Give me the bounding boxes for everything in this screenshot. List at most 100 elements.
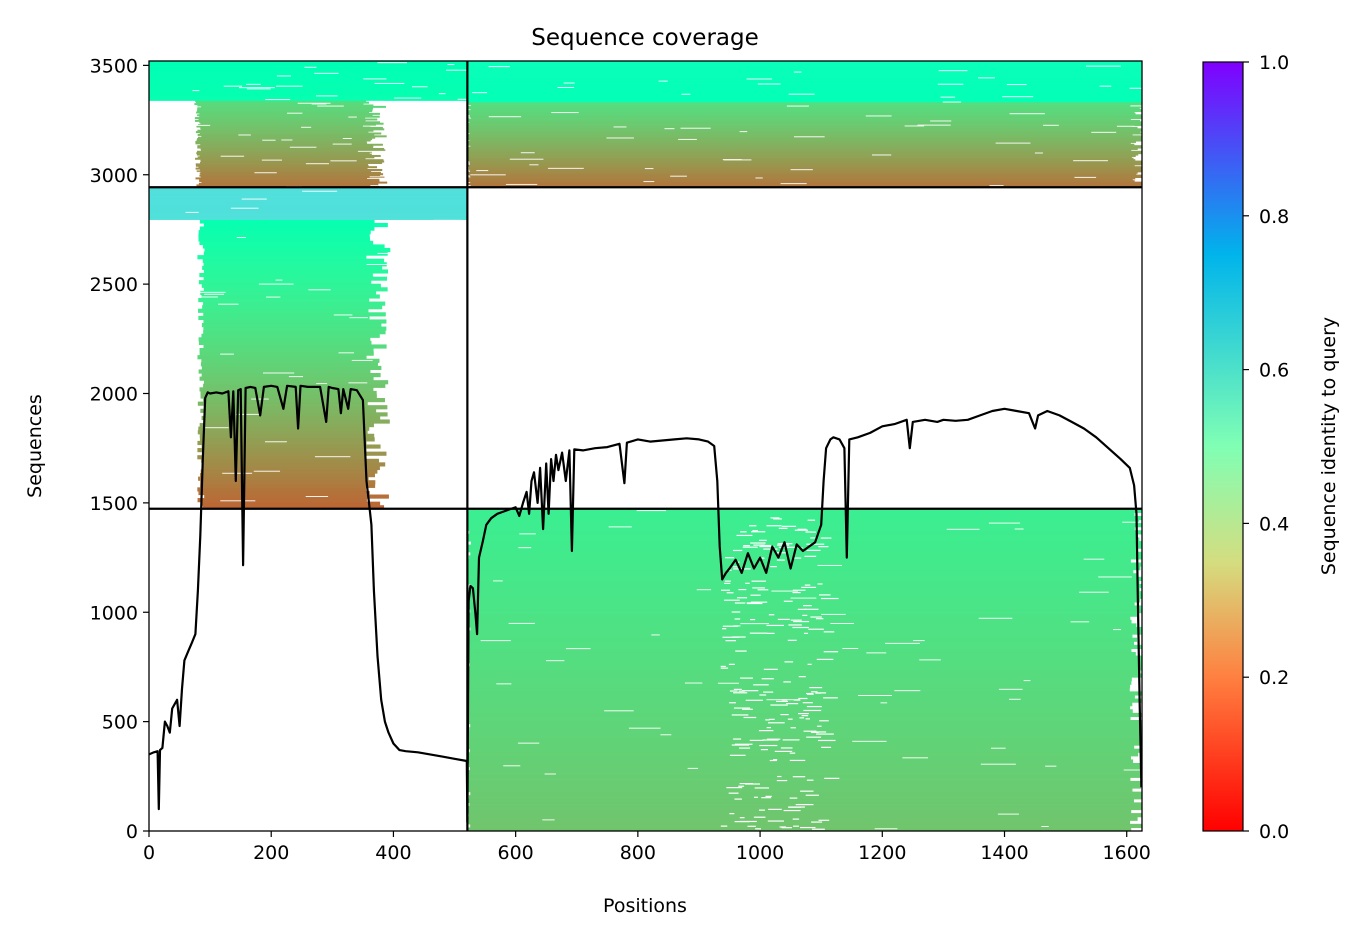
msa-row-band (195, 142, 368, 145)
msa-row-band (198, 426, 370, 431)
msa-row-band (199, 272, 373, 278)
msa-row-band (203, 269, 389, 274)
msa-gap (731, 744, 750, 746)
x-tick-label: 1600 (1103, 842, 1151, 864)
msa-row-band (195, 167, 368, 170)
msa-gap (729, 702, 736, 704)
msa-row-band (149, 80, 468, 83)
msa-gap (885, 642, 920, 644)
msa-row-band (467, 712, 1142, 718)
msa-row-band (201, 283, 381, 288)
msa-row-band (198, 369, 371, 374)
msa-row-band (203, 344, 387, 349)
msa-row-band (467, 720, 1142, 725)
msa-gap (729, 754, 746, 756)
msa-row-band (195, 100, 367, 103)
msa-gap (816, 692, 827, 694)
msa-gap (749, 618, 756, 621)
msa-row-band (467, 94, 1142, 97)
msa-gap (760, 749, 768, 751)
msa-gap (275, 279, 283, 281)
msa-gap (636, 510, 667, 512)
msa-row-band (467, 601, 1135, 607)
msa-gap (696, 589, 712, 591)
msa-gap (297, 102, 331, 104)
msa-row-band (203, 405, 388, 410)
msa-gap (1074, 176, 1097, 178)
y-tick-label: 3000 (90, 165, 138, 187)
msa-gap (722, 628, 727, 630)
msa-gap (739, 747, 751, 749)
msa-block-4 (467, 508, 1142, 831)
msa-gap (519, 533, 536, 535)
colorbar-tick-label: 0.0 (1259, 821, 1289, 843)
msa-gap (658, 80, 668, 82)
msa-row-band (467, 788, 1133, 793)
msa-row-band (467, 702, 1133, 707)
msa-gap (753, 816, 766, 818)
msa-gap (780, 713, 789, 716)
msa-gap (404, 126, 427, 128)
msa-row-band (467, 752, 1139, 757)
msa-gap (801, 715, 809, 717)
msa-gap (687, 767, 699, 769)
msa-row-band (470, 823, 1142, 829)
msa-gap (738, 588, 747, 591)
msa-gap (311, 103, 327, 105)
msa-gap (1041, 826, 1049, 828)
msa-gap (734, 798, 742, 800)
msa-row-band (469, 132, 1142, 135)
msa-gap (797, 528, 807, 530)
msa-gap (792, 818, 800, 820)
msa-row-band (197, 440, 367, 446)
msa-row-band (467, 612, 1138, 617)
msa-gap (241, 198, 267, 200)
msa-gap (732, 566, 738, 568)
msa-gap (766, 738, 781, 740)
msa-gap (1098, 576, 1132, 578)
msa-gap (768, 718, 775, 720)
msa-row-band (469, 691, 1142, 696)
msa-gap (913, 640, 925, 642)
msa-gap (338, 352, 354, 354)
msa-gap (176, 156, 197, 158)
msa-row-band (467, 820, 1131, 825)
msa-gap (720, 667, 729, 669)
msa-gap (874, 828, 898, 830)
msa-row-band (196, 184, 371, 187)
msa-gap (263, 372, 295, 374)
msa-gap (266, 296, 281, 298)
msa-row-band (198, 237, 371, 242)
msa-gap (606, 137, 634, 139)
msa-row-band (469, 114, 1142, 117)
colorbar-tick-label: 0.4 (1259, 513, 1289, 535)
msa-row-band (149, 63, 468, 66)
msa-row-band (467, 180, 1135, 183)
msa-row-band (467, 544, 1142, 549)
msa-gap (810, 531, 816, 533)
msa-row-band (198, 124, 376, 127)
msa-row-band (149, 72, 468, 75)
msa-gap (866, 652, 887, 654)
msa-row-band (467, 89, 1142, 92)
msa-row-band (467, 694, 1135, 700)
msa-gap (819, 594, 831, 596)
msa-gap (789, 759, 806, 762)
msa-gap (750, 594, 761, 596)
msa-gap (783, 681, 791, 683)
msa-gap (153, 106, 179, 108)
msa-gap (751, 580, 766, 582)
msa-gap (443, 504, 479, 506)
msa-gap (246, 83, 261, 85)
msa-row-band (149, 205, 468, 210)
msa-row-band (467, 698, 1142, 703)
msa-gap (745, 699, 763, 701)
msa-row-band (468, 523, 1142, 528)
msa-gap (720, 825, 728, 827)
msa-gap (749, 632, 768, 634)
msa-row-band (198, 340, 372, 346)
msa-gap (230, 207, 259, 209)
msa-gap (763, 548, 778, 550)
